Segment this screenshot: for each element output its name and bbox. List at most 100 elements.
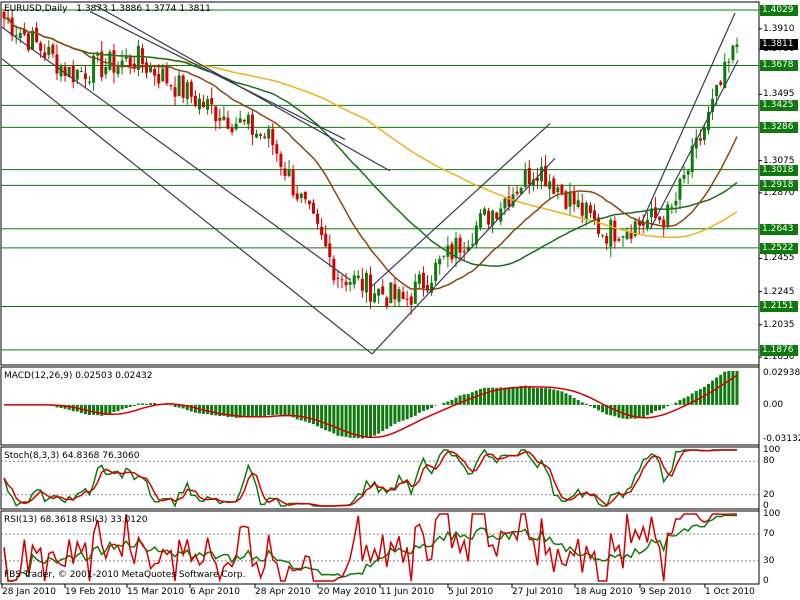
- candle-body: [474, 225, 478, 245]
- candle-body: [568, 191, 572, 207]
- candle-body: [238, 118, 242, 123]
- candle-body: [153, 68, 157, 76]
- candle-body: [336, 277, 340, 279]
- candle-body: [242, 119, 246, 122]
- candle-body: [588, 205, 592, 214]
- candle-body: [535, 177, 539, 181]
- trend-line: [649, 60, 739, 230]
- price-tag: 1.4029: [760, 5, 798, 17]
- candle-body: [47, 46, 51, 56]
- price-tag: 1.3425: [760, 100, 798, 112]
- candle-body: [397, 289, 401, 302]
- candle-body: [344, 281, 348, 286]
- trend-line: [1, 26, 351, 281]
- candle-body: [377, 288, 381, 296]
- date-axis-label: 5 Jul 2010: [448, 587, 494, 597]
- candle-body: [177, 75, 181, 96]
- candle-body: [332, 258, 336, 281]
- candle-body: [206, 99, 210, 110]
- symbol-label: EURUSD,Daily: [4, 4, 68, 14]
- candle-body: [320, 226, 324, 236]
- candle-body: [706, 111, 710, 131]
- price-tag: 1.3678: [760, 60, 798, 72]
- candle-body: [442, 255, 446, 257]
- candle-body: [621, 236, 625, 238]
- candle-body: [491, 210, 495, 226]
- candle-body: [592, 210, 596, 220]
- macd-title: MACD(12,26,9) 0.02503 0.02432: [4, 371, 153, 381]
- candle-body: [295, 193, 299, 200]
- rsi-3-line: [3, 513, 737, 583]
- candle-body: [22, 29, 26, 35]
- candle-body: [181, 75, 185, 98]
- candle-body: [202, 101, 206, 108]
- price-axis-label: 1.2035: [763, 319, 795, 330]
- candle-body: [727, 61, 731, 63]
- rsi-axis-label: 100: [763, 509, 781, 519]
- price-axis-label: 1.3075: [763, 155, 795, 166]
- candle-body: [523, 169, 527, 187]
- candle-body: [462, 251, 466, 253]
- candle-body: [230, 127, 234, 133]
- candle-body: [307, 200, 311, 205]
- candle-body: [10, 17, 14, 36]
- rsi-axis-label: 70: [763, 529, 775, 540]
- price-tag: 1.3286: [760, 122, 798, 134]
- candle-body: [92, 55, 96, 83]
- candle-body: [389, 282, 393, 304]
- candle-body: [18, 32, 22, 39]
- candle-body: [698, 138, 702, 141]
- candle-body: [31, 30, 35, 50]
- candle-body: [678, 178, 682, 200]
- candle-body: [637, 221, 641, 225]
- candle-body: [340, 279, 344, 281]
- candle-body: [14, 35, 18, 37]
- macd-signal-line: [4, 374, 738, 439]
- candle-body: [291, 169, 295, 196]
- candle-body: [311, 202, 315, 214]
- candle-body: [393, 284, 397, 300]
- candle-body: [348, 282, 352, 285]
- candle-body: [360, 278, 364, 291]
- candle-body: [682, 174, 686, 179]
- candle-body: [100, 51, 104, 78]
- candle-body: [283, 168, 287, 176]
- candle-body: [381, 286, 385, 295]
- price-tag: 1.3811: [760, 39, 798, 51]
- candle-body: [654, 207, 658, 219]
- candle-body: [426, 285, 430, 291]
- price-axis-label: 1.3910: [763, 23, 795, 34]
- candle-body: [413, 281, 417, 304]
- candle-body: [234, 123, 238, 130]
- candle-body: [279, 153, 283, 167]
- price-axis-label: 1.2870: [763, 187, 795, 198]
- candle-body: [625, 231, 629, 240]
- candle-body: [560, 184, 564, 194]
- candle-body: [458, 237, 462, 253]
- candle-body: [128, 55, 132, 67]
- candle-body: [556, 187, 560, 193]
- candle-body: [96, 53, 100, 56]
- date-axis-label: 28 Apr 2010: [255, 587, 311, 597]
- candle-body: [246, 114, 250, 125]
- stoch-signal-line: [3, 449, 737, 507]
- candle-body: [263, 136, 267, 138]
- candle-body: [104, 67, 108, 75]
- candle-body: [55, 54, 59, 74]
- candle-body: [385, 297, 389, 307]
- price-tag: 1.2643: [760, 223, 798, 235]
- candle-body: [580, 202, 584, 216]
- candle-body: [515, 191, 519, 194]
- candle-body: [421, 272, 425, 289]
- candle-body: [430, 282, 434, 293]
- copyright-text: FBS Trader, © 2001-2010 MetaQuotes Softw…: [4, 570, 246, 580]
- candle-body: [715, 84, 719, 97]
- price-tag: 1.2522: [760, 242, 798, 254]
- candle-body: [43, 52, 47, 58]
- candle-body: [373, 293, 377, 303]
- candle-body: [108, 51, 112, 70]
- candle-body: [527, 167, 531, 185]
- candle-body: [641, 223, 645, 226]
